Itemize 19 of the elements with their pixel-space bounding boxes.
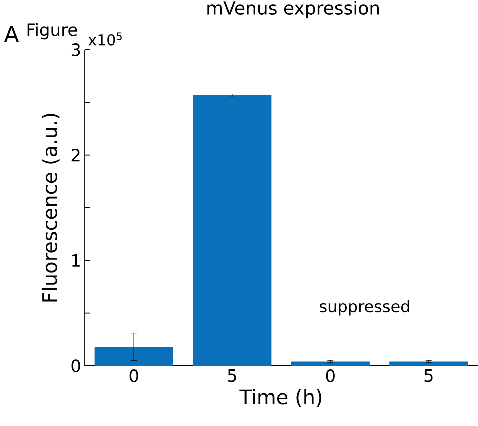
- y-tick-label: 3: [72, 44, 80, 56]
- x-tick-label: 0: [130, 370, 138, 382]
- y-tick-label: 2: [72, 149, 80, 162]
- chart-title: mVenus expression: [208, 1, 380, 18]
- text: Figure: [28, 23, 78, 40]
- bar: [193, 95, 272, 366]
- text: x10$^{5}$: [88, 32, 122, 46]
- annotation: suppressed: [320, 300, 410, 316]
- bar: [390, 362, 468, 366]
- text: A: [4, 26, 20, 42]
- x-tick-label: 0: [326, 370, 335, 382]
- x-tick-label: 5: [228, 370, 236, 382]
- y-tick-label: 0: [72, 360, 80, 372]
- x-axis-title: Time (h): [240, 389, 322, 408]
- y-axis-title: Fluorescence (a.u.): [42, 114, 60, 302]
- x-tick-label: 5: [424, 370, 433, 382]
- bar: [291, 362, 370, 366]
- bar: [94, 347, 174, 366]
- y-tick-label: 1: [72, 254, 80, 267]
